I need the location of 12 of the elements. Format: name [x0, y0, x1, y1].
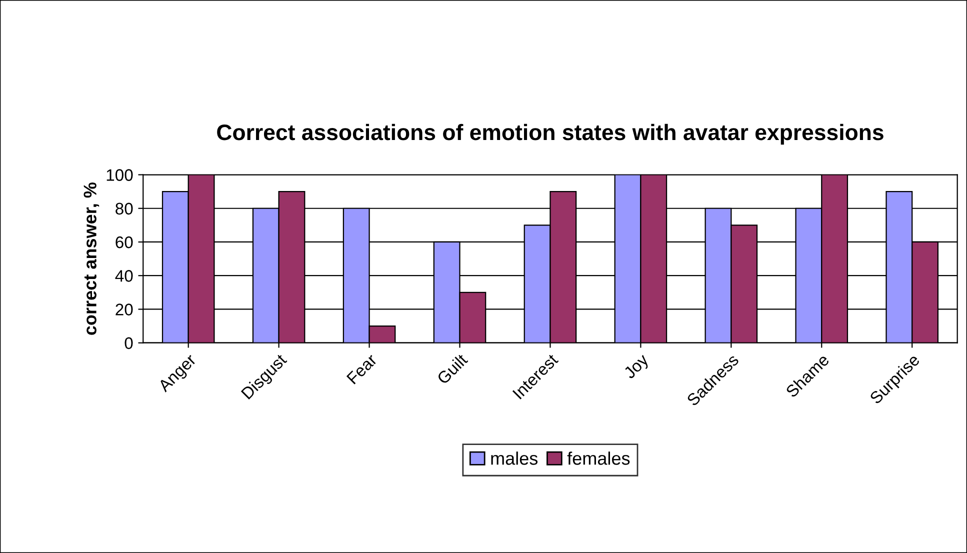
legend-label: females — [567, 452, 630, 465]
y-tick-label: 80 — [116, 202, 133, 215]
y-tick-label: 40 — [115, 270, 133, 282]
x-tick-label: Guilt — [436, 352, 468, 385]
legend-label: males — [491, 452, 538, 465]
y-tick-label: 100 — [106, 169, 133, 181]
y-tick-label: 0 — [124, 337, 133, 350]
y-tick-label: 60 — [116, 236, 133, 248]
x-tick-label: Joy — [622, 353, 652, 382]
chart-title: Correct associations of emotion states with avatar expressions — [217, 124, 884, 145]
y-tick-label: 20 — [116, 304, 133, 316]
y-axis-title: correct answer, % — [84, 182, 100, 335]
